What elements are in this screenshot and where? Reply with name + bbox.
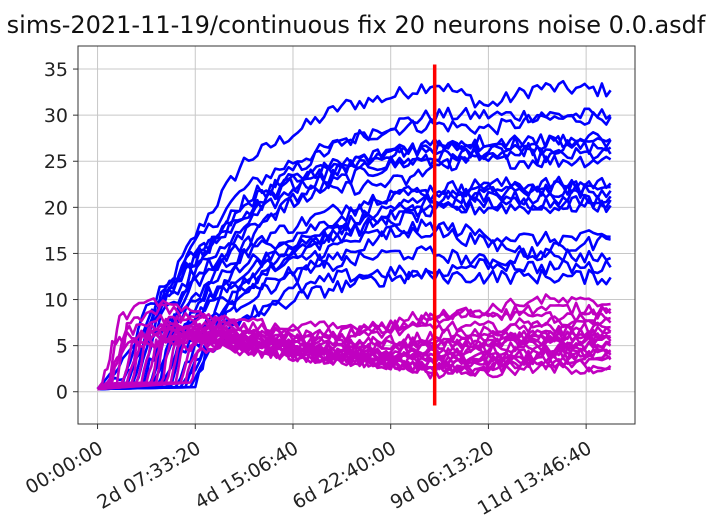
y-tick-label: 35 (44, 59, 68, 81)
blue-trace-9 (96, 180, 611, 391)
y-axis-ticks: 0 5 10 15 20 25 30 35 (44, 59, 78, 404)
blue-trace-20 (97, 131, 612, 391)
x-tick-label: 6d 22:40:00 (289, 437, 400, 514)
magenta-trace-20 (97, 329, 612, 391)
magenta-trace-17 (97, 325, 611, 391)
y-tick-label: 10 (44, 290, 68, 312)
y-tick-label: 15 (44, 243, 68, 265)
y-tick-label: 20 (44, 197, 68, 219)
blue-trace-18 (97, 156, 470, 391)
plot-frame (77, 45, 636, 425)
blue-trace-3 (97, 111, 612, 391)
magenta-trace-14 (97, 329, 611, 391)
blue-trace-19 (97, 233, 611, 391)
magenta-trace-19 (96, 297, 612, 391)
blue-trace-1 (97, 79, 612, 391)
blue-trace-16 (97, 245, 612, 391)
x-tick-label: 2d 07:33:20 (94, 437, 205, 514)
chart-title: sims-2021-11-19/continuous fix 20 neuron… (7, 11, 706, 39)
y-tick-label: 5 (56, 336, 68, 358)
magenta-trace-15 (97, 311, 611, 391)
series-traces (96, 79, 612, 391)
magenta-trace-16 (97, 330, 612, 391)
x-tick-label: 4d 15:06:40 (191, 437, 302, 514)
y-tick-label: 30 (44, 105, 68, 127)
blue-trace-7 (97, 153, 612, 391)
x-tick-label: 00:00:00 (22, 437, 107, 499)
y-tick-label: 0 (56, 382, 68, 404)
magenta-trace-11 (97, 293, 611, 391)
y-tick-label: 25 (44, 151, 68, 173)
